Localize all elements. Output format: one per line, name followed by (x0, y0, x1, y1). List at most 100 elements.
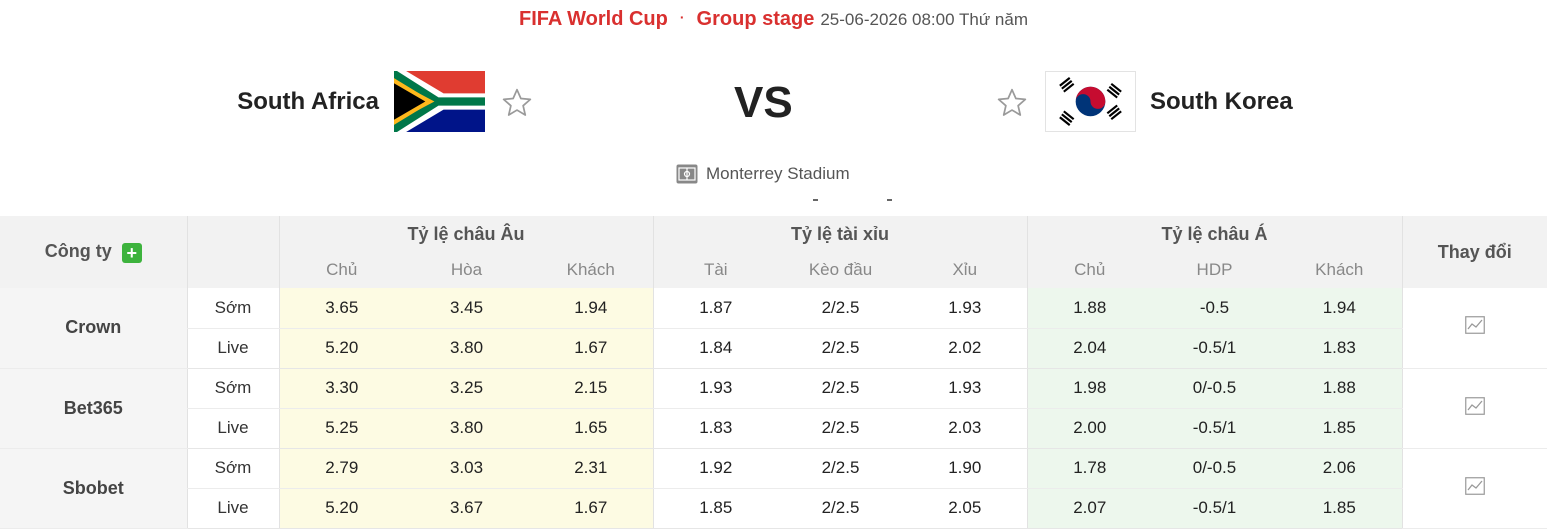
asian-away-odds: 1.94 (1277, 288, 1403, 329)
asian-away-header: Khách (1277, 252, 1403, 288)
euro-away-odds: 1.67 (529, 488, 653, 529)
asian-away-odds: 2.06 (1277, 448, 1403, 489)
handicap-line: -0.5/1 (1152, 328, 1277, 369)
company-name[interactable]: Bet365 (0, 368, 187, 449)
stadium-icon (676, 164, 698, 184)
odds-row: Live 5.20 3.67 1.67 1.85 2/2.5 2.05 2.07 -0.5/1 1… (0, 488, 1547, 529)
odds-row: Sbobet Sớm 2.79 3.03 2.31 1.92 2/2.5 1.90 1.78 0/… (0, 448, 1547, 529)
euro-home-odds: 3.65 (278, 288, 404, 329)
line-header: Kèo đầu (778, 252, 903, 288)
header-separator: · (679, 9, 685, 25)
goal-line: 2/2.5 (778, 448, 903, 489)
company-header: Công ty + (0, 216, 187, 288)
asian-away-odds: 1.88 (1277, 368, 1403, 409)
asian-home-odds: 2.07 (1026, 488, 1152, 529)
odds-table: Công ty + Tỷ lệ châu Âu Tỷ lệ tài xỉu Tỷ … (0, 216, 1547, 529)
line-chart-icon[interactable] (1464, 316, 1485, 335)
away-team-name[interactable]: South Korea (1150, 88, 1293, 115)
over-odds: 1.83 (652, 408, 778, 449)
under-odds: 1.90 (903, 448, 1027, 489)
line-chart-icon[interactable] (1464, 396, 1485, 415)
asian-home-odds: 1.78 (1026, 448, 1152, 489)
odds-row: Live 5.25 3.80 1.65 1.83 2/2.5 2.03 2.00 -0.5/1 1… (0, 408, 1547, 449)
handicap-line: 0/-0.5 (1152, 448, 1277, 489)
home-team-name[interactable]: South Africa (237, 88, 379, 115)
euro-home-odds: 3.30 (278, 368, 404, 409)
over-odds: 1.87 (652, 288, 778, 329)
under-header: Xỉu (903, 252, 1027, 288)
euro-home-odds: 2.79 (278, 448, 404, 489)
euro-draw-odds: 3.80 (404, 328, 529, 369)
euro-draw-header: Hòa (404, 252, 529, 288)
favorite-star-icon[interactable] (501, 87, 533, 119)
line-chart-icon[interactable] (1464, 476, 1485, 495)
under-odds: 2.02 (903, 328, 1027, 369)
favorite-star-icon[interactable] (996, 87, 1028, 119)
asian-away-odds: 1.83 (1277, 328, 1403, 369)
under-odds: 2.03 (903, 408, 1027, 449)
goal-line: 2/2.5 (778, 408, 903, 449)
match-datetime: 25-06-2026 08:00 Thứ năm (820, 10, 1028, 29)
euro-draw-odds: 3.25 (404, 368, 529, 409)
over-odds: 1.93 (652, 368, 778, 409)
south-africa-flag-icon (394, 71, 485, 132)
euro-home-odds: 5.25 (278, 408, 404, 449)
asian-away-odds: 1.85 (1277, 408, 1403, 449)
stadium-name: Monterrey Stadium (706, 164, 850, 183)
goal-line: 2/2.5 (778, 368, 903, 409)
handicap-line: -0.5/1 (1152, 488, 1277, 529)
goal-line: 2/2.5 (778, 488, 903, 529)
over-header: Tài (652, 252, 778, 288)
change-header: Thay đổi (1401, 216, 1547, 288)
divider-mark (813, 199, 818, 201)
euro-draw-odds: 3.03 (404, 448, 529, 489)
goal-line: 2/2.5 (778, 288, 903, 329)
competition-name[interactable]: FIFA World Cup (519, 8, 668, 30)
euro-home-odds: 5.20 (278, 488, 404, 529)
euro-away-odds: 1.67 (529, 328, 653, 369)
euro-home-odds: 5.20 (278, 328, 404, 369)
period-header (186, 216, 279, 288)
euro-away-header: Khách (529, 252, 653, 288)
euro-away-odds: 1.65 (529, 408, 653, 449)
add-company-icon[interactable]: + (121, 243, 142, 263)
under-odds: 2.05 (903, 488, 1027, 529)
divider-mark (887, 199, 892, 201)
handicap-line: 0/-0.5 (1152, 368, 1277, 409)
euro-home-header: Chủ (278, 252, 404, 288)
euro-away-odds: 1.94 (529, 288, 653, 329)
asian-away-odds: 1.85 (1277, 488, 1403, 529)
over-odds: 1.84 (652, 328, 778, 369)
company-name[interactable]: Crown (0, 288, 187, 369)
handicap-line: -0.5 (1152, 288, 1277, 329)
odds-change-cell (1401, 448, 1547, 529)
odds-row: Bet365 Sớm 3.30 3.25 2.15 1.93 2/2.5 1.93 1.98 0/… (0, 368, 1547, 449)
company-name[interactable]: Sbobet (0, 448, 187, 529)
over-under-header: Tỷ lệ tài xỉu (652, 216, 1027, 252)
asian-home-odds: 2.00 (1026, 408, 1152, 449)
euro-draw-odds: 3.67 (404, 488, 529, 529)
stage-name[interactable]: Group stage (696, 8, 815, 30)
odds-period: Live (186, 328, 279, 369)
handicap-line: -0.5/1 (1152, 408, 1277, 449)
over-odds: 1.92 (652, 448, 778, 489)
company-header-label: Công ty (44, 241, 112, 261)
euro-draw-odds: 3.45 (404, 288, 529, 329)
odds-change-cell (1401, 368, 1547, 449)
odds-period: Sớm (186, 368, 279, 409)
odds-period: Sớm (186, 448, 279, 489)
over-odds: 1.85 (652, 488, 778, 529)
euro-draw-odds: 3.80 (404, 408, 529, 449)
handicap-header: HDP (1152, 252, 1277, 288)
euro-away-odds: 2.15 (529, 368, 653, 409)
odds-period: Live (186, 408, 279, 449)
odds-period: Live (186, 488, 279, 529)
under-odds: 1.93 (903, 368, 1027, 409)
versus-label: VS (734, 78, 793, 127)
euro-odds-header: Tỷ lệ châu Âu (278, 216, 653, 252)
asian-home-odds: 1.98 (1026, 368, 1152, 409)
euro-away-odds: 2.31 (529, 448, 653, 489)
odds-row: Crown Sớm 3.65 3.45 1.94 1.87 2/2.5 1.93 1.88 -0.… (0, 288, 1547, 369)
odds-period: Sớm (186, 288, 279, 329)
match-header: FIFA World Cup · Group stage 25-06-2026 08:… (0, 8, 1547, 31)
